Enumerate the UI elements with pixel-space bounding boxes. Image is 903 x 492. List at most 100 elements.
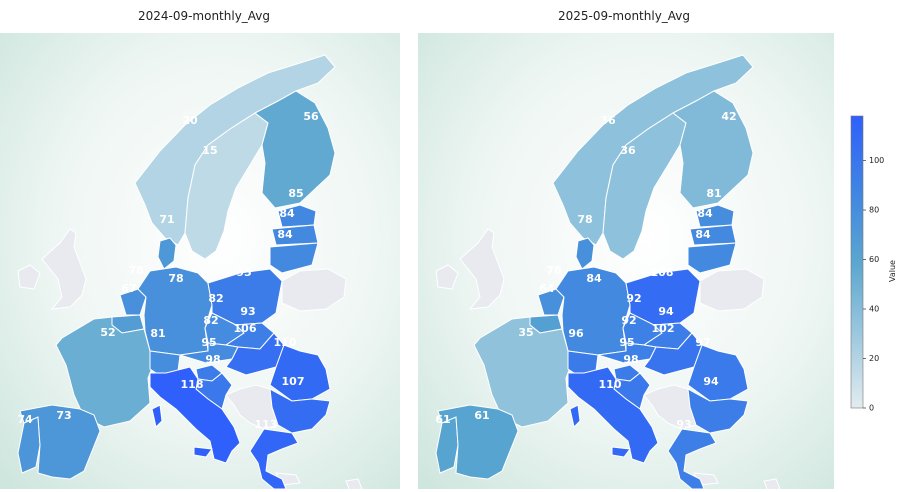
value-label-denmark: 71 [159, 213, 174, 226]
value-label-netherlands: 78 [128, 264, 143, 277]
region-romania [269, 344, 331, 402]
region-italy [149, 366, 241, 464]
colorbar-tick-label: 80 [869, 206, 879, 215]
value-label-latvia: 84 [697, 207, 713, 220]
value-label-spain: 73 [56, 409, 71, 422]
map-title-2024: 2024-09-monthly_Avg [137, 9, 271, 23]
value-label-italy: 110 [599, 378, 622, 391]
value-label-norway: 36 [600, 114, 616, 127]
region-romania [687, 344, 749, 402]
region-bulgaria [269, 388, 331, 434]
value-label-greece: 113 [255, 418, 278, 431]
region-denmark [575, 237, 595, 270]
nodata-region [345, 478, 363, 489]
colorbar-label: Value [888, 260, 897, 282]
region-lithuania [269, 242, 319, 274]
value-label-switzerland: 96 [568, 327, 584, 340]
region-italy [567, 366, 659, 464]
value-label-portugal: 61 [435, 413, 450, 426]
colorbar-tick-label: 60 [869, 255, 879, 264]
value-label-slovakia: 94 [658, 305, 674, 318]
colorbar-tick-label: 40 [869, 305, 879, 314]
region-austria [597, 342, 657, 364]
value-label-slovenia: 95 [201, 336, 216, 349]
value-label-croatia: 98 [205, 353, 220, 366]
value-label-slovakia: 93 [240, 305, 255, 318]
colorbar: 0 20 40 60 80 100 Value [850, 115, 897, 413]
value-label-germany: 78 [168, 272, 183, 285]
region-netherlands [537, 288, 565, 316]
value-label-slovenia: 95 [619, 336, 634, 349]
region-greece [667, 428, 717, 489]
value-label-finland: 56 [303, 110, 319, 123]
value-label-italy: 118 [181, 378, 204, 391]
value-label-austria: 82 [203, 314, 218, 327]
value-label-bulgaria: 94 [703, 375, 719, 388]
map-title-2025: 2025-09-monthly_Avg [557, 9, 691, 23]
region-bulgaria [687, 388, 749, 434]
region-sweden [184, 112, 269, 260]
value-label-belgium: 64 [539, 282, 555, 295]
value-label-romania: 97 [695, 336, 710, 349]
region-lithuania [687, 242, 737, 274]
value-label-czechia: 92 [626, 292, 641, 305]
value-label-croatia: 98 [623, 353, 638, 366]
value-label-portugal: 74 [17, 413, 33, 426]
region-spain [437, 404, 519, 480]
value-label-sweden: 15 [202, 144, 217, 157]
region-poland [625, 268, 701, 326]
value-label-bulgaria: 107 [282, 375, 305, 388]
value-label-hungary: 106 [234, 322, 257, 335]
colorbar-tick-label: 20 [869, 354, 879, 363]
value-label-france: 52 [100, 326, 115, 339]
value-label-lithuania: 84 [695, 228, 711, 241]
region-poland [207, 268, 283, 326]
value-label-belgium: 67 [121, 282, 136, 295]
value-label-germany: 84 [586, 272, 602, 285]
value-label-norway: 20 [182, 114, 198, 127]
region-germany [137, 266, 213, 356]
region-denmark [157, 237, 177, 270]
value-label-czechia: 82 [208, 292, 223, 305]
map-2025: 36 36 42 81 84 84 78 78 64 84 108 92 94 92 102 35 96 95 98… [418, 33, 834, 489]
value-label-hungary: 102 [652, 322, 675, 335]
value-label-spain: 61 [474, 409, 489, 422]
region-finland [254, 90, 336, 209]
region-finland [672, 90, 754, 209]
nodata-region [41, 228, 87, 310]
colorbar-tick-label: 100 [869, 156, 884, 165]
value-label-switzerland: 81 [150, 327, 165, 340]
value-label-finland: 42 [721, 110, 736, 123]
region-estonia [695, 204, 735, 228]
nodata-region [435, 264, 459, 290]
nodata-region [281, 268, 347, 312]
value-label-denmark: 78 [577, 213, 592, 226]
nodata-region [763, 478, 781, 489]
region-greece [249, 428, 299, 489]
value-label-lithuania: 84 [277, 228, 293, 241]
region-germany [555, 266, 631, 356]
region-austria [179, 342, 239, 364]
region-sweden [602, 112, 687, 260]
value-label-poland: 108 [651, 266, 674, 279]
value-label-greece: 93 [676, 418, 691, 431]
nodata-region [17, 264, 41, 290]
region-netherlands [119, 288, 147, 316]
value-label-latvia: 84 [279, 207, 295, 220]
colorbar-ramp [850, 115, 864, 409]
nodata-region [459, 228, 505, 310]
colorbar-tick-label: 0 [869, 404, 874, 413]
value-label-netherlands: 78 [546, 264, 561, 277]
region-france [473, 316, 573, 428]
value-label-france: 35 [518, 326, 533, 339]
nodata-region [699, 268, 765, 312]
value-label-sweden: 36 [620, 144, 636, 157]
region-spain [19, 404, 101, 480]
region-france [55, 316, 155, 428]
value-label-romania: 110 [274, 336, 297, 349]
value-label-estonia: 81 [706, 187, 721, 200]
value-label-estonia: 85 [288, 187, 303, 200]
region-estonia [277, 204, 317, 228]
value-label-poland: 95 [236, 266, 251, 279]
